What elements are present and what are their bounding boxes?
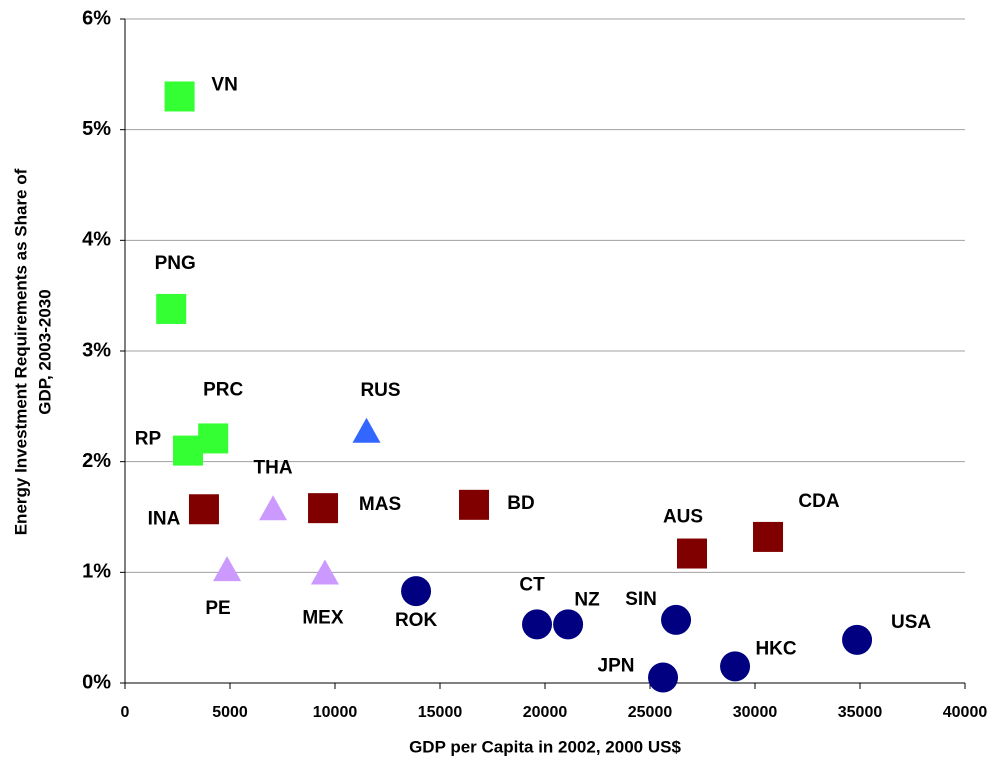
marker-square (164, 81, 195, 112)
x-tick-label: 5000 (212, 704, 248, 721)
point-label: PNG (155, 253, 196, 274)
marker-circle (648, 662, 679, 693)
marker-square (188, 494, 219, 525)
x-tick-label: 30000 (733, 704, 778, 721)
point-label: AUS (663, 507, 703, 528)
y-tick-label: 5% (82, 118, 111, 140)
y-tick-label: 0% (82, 671, 111, 693)
point-label: PE (205, 598, 230, 619)
point-label: ROK (395, 610, 438, 631)
point-label: HKC (755, 638, 796, 659)
marker-circle (842, 624, 873, 655)
marker-circle (401, 576, 432, 607)
y-tick-label: 2% (82, 450, 111, 472)
marker-triangle (310, 559, 339, 585)
point-label: USA (891, 612, 931, 633)
x-axis-title: GDP per Capita in 2002, 2000 US$ (409, 737, 681, 756)
point-label: RP (135, 429, 162, 450)
point-label: INA (148, 508, 181, 529)
point-label: MEX (302, 607, 344, 628)
marker-circle (720, 651, 751, 682)
marker-square (156, 293, 187, 324)
marker-square (173, 435, 203, 466)
x-tick-label: 10000 (313, 704, 358, 721)
point-label: CT (519, 574, 545, 595)
marker-square (753, 521, 784, 552)
point-label: NZ (574, 589, 600, 610)
x-tick-label: 35000 (838, 704, 883, 721)
marker-square (198, 423, 229, 454)
marker-square (459, 489, 490, 520)
point-label: CDA (798, 491, 839, 512)
point-label: MAS (359, 494, 401, 515)
x-tick-label: 40000 (943, 704, 988, 721)
marker-circle (553, 609, 584, 640)
y-axis-title: Energy Investment Requirements as Share … (11, 168, 54, 535)
y-tick-label: 3% (82, 339, 111, 361)
marker-square (308, 493, 339, 524)
point-label: THA (254, 457, 293, 478)
point-label: SIN (625, 589, 657, 610)
marker-circle (522, 609, 553, 640)
point-label: RUS (360, 380, 400, 401)
y-tick-label: 6% (82, 7, 111, 29)
y-tick-label: 1% (82, 561, 111, 583)
marker-triangle (213, 556, 242, 582)
x-tick-label: 25000 (628, 704, 673, 721)
marker-triangle (352, 417, 381, 443)
point-label: BD (507, 493, 534, 514)
x-tick-label: 20000 (523, 704, 568, 721)
point-label: VN (211, 74, 237, 95)
marker-circle (661, 604, 692, 635)
x-tick-label: 0 (121, 704, 130, 721)
x-tick-label: 15000 (418, 704, 463, 721)
point-label: PRC (203, 379, 243, 400)
marker-square (677, 538, 707, 569)
y-axis-title-line: GDP, 2003-2030 (35, 289, 54, 414)
y-axis-title-line: Energy Investment Requirements as Share … (11, 168, 30, 535)
y-tick-label: 4% (82, 229, 111, 251)
point-label: JPN (598, 655, 635, 676)
marker-triangle (259, 495, 288, 521)
